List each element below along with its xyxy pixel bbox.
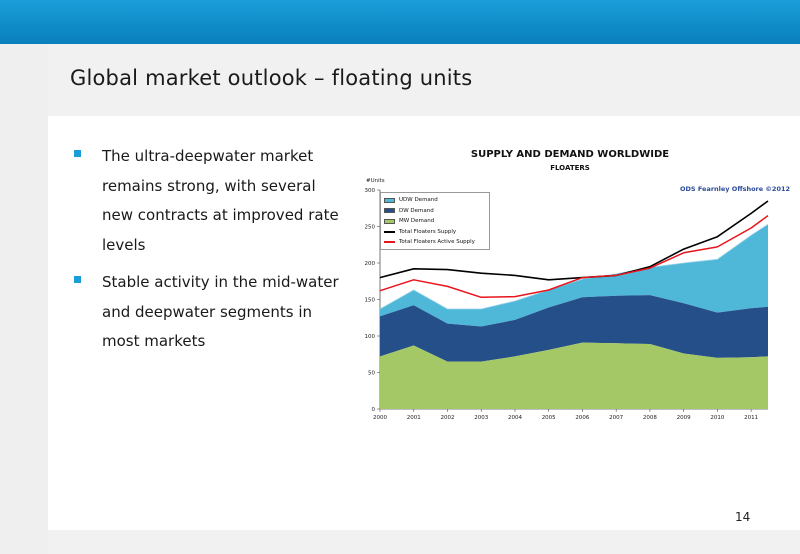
- legend-item: UDW Demand: [384, 195, 486, 206]
- y-tick-label: 300: [365, 188, 376, 194]
- udw-demand-area: [380, 224, 768, 327]
- x-tick-label: 2003: [474, 415, 488, 421]
- udw-top-outline: [379, 223, 769, 310]
- legend-label: MW Demand: [399, 218, 435, 225]
- dw-demand-area: [380, 295, 768, 362]
- y-tick-label: 100: [365, 334, 376, 340]
- page-number: 14: [735, 510, 751, 524]
- bullet-text: Stable activity in the mid-water and dee…: [102, 273, 339, 350]
- bullet-text: The ultra-deepwater market remains stron…: [102, 147, 339, 254]
- x-tick-label: 2002: [440, 415, 454, 421]
- bullet-item: The ultra-deepwater market remains stron…: [72, 142, 342, 260]
- legend-swatch: [384, 197, 395, 203]
- legend-label: Total Floaters Supply: [399, 228, 457, 235]
- legend-line: [384, 241, 395, 244]
- y-tick-label: 0: [372, 407, 376, 413]
- bullet-item: Stable activity in the mid-water and dee…: [72, 268, 342, 357]
- legend-swatch: [384, 218, 395, 224]
- y-tick-label: 150: [365, 298, 376, 304]
- x-tick-label: 2000: [373, 415, 387, 421]
- bullet-square-icon: [74, 150, 81, 157]
- bullet-square-icon: [74, 276, 81, 283]
- bullet-list: The ultra-deepwater market remains stron…: [72, 142, 342, 365]
- x-tick-label: 2001: [407, 415, 421, 421]
- legend-swatch: [384, 208, 395, 214]
- x-tick-label: 2006: [575, 415, 589, 421]
- x-tick-label: 2008: [643, 415, 657, 421]
- header-band: [0, 0, 800, 44]
- y-tick-label: 50: [368, 371, 375, 377]
- legend-item: Total Floaters Active Supply: [384, 237, 486, 248]
- x-tick-label: 2011: [744, 415, 758, 421]
- left-margin-strip: [0, 44, 48, 554]
- legend-label: Total Floaters Active Supply: [399, 239, 475, 246]
- title-band: [48, 44, 800, 116]
- legend-label: UDW Demand: [399, 197, 438, 204]
- chart-legend: UDW Demand DW Demand MW Demand Total Flo…: [380, 192, 490, 250]
- x-tick-label: 2005: [542, 415, 556, 421]
- legend-item: MW Demand: [384, 216, 486, 227]
- y-tick-label: 200: [365, 261, 376, 267]
- legend-item: DW Demand: [384, 206, 486, 217]
- chart-subtitle: FLOATERS: [550, 164, 590, 172]
- x-tick-label: 2004: [508, 415, 522, 421]
- footer-band: [48, 530, 800, 554]
- x-tick-label: 2010: [710, 415, 724, 421]
- y-axis-label: #Units: [366, 178, 385, 184]
- y-tick-label: 250: [365, 225, 376, 231]
- total-floaters-active-supply-line: [379, 214, 769, 299]
- x-tick-label: 2009: [677, 415, 691, 421]
- chart-title: SUPPLY AND DEMAND WORLDWIDE: [470, 149, 670, 160]
- legend-label: DW Demand: [399, 207, 434, 214]
- chart-watermark: ODS Fearnley Offshore ©2012: [680, 185, 791, 193]
- mw-demand-area: [380, 342, 768, 409]
- legend-item: Total Floaters Supply: [384, 227, 486, 238]
- legend-line: [384, 230, 395, 233]
- x-tick-label: 2007: [609, 415, 623, 421]
- slide-title: Global market outlook – floating units: [70, 66, 473, 90]
- supply-demand-chart: 0 50 100 150 200 250 300 #Units 2000 2001 2002 2003…: [365, 178, 769, 421]
